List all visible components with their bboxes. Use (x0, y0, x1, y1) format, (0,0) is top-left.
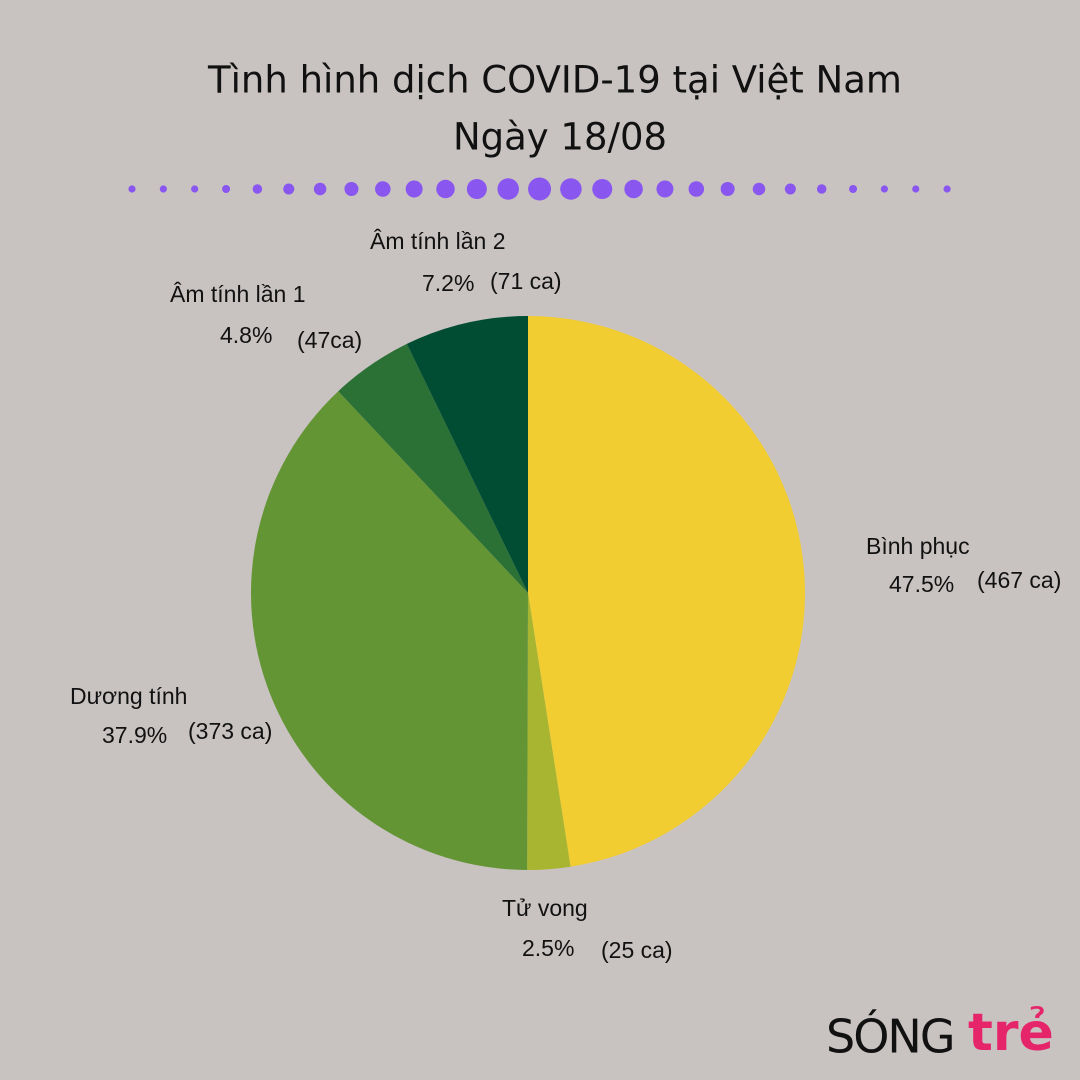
pie-slice (528, 316, 805, 867)
dot (313, 182, 327, 196)
dot (252, 184, 263, 194)
dot (128, 185, 136, 193)
count-label: (25 ca) (601, 937, 673, 963)
pie-slice (406, 316, 528, 593)
value-label: 7.2% (422, 270, 474, 296)
dot (283, 183, 295, 195)
pie (251, 316, 805, 871)
labels: Bình phục 47.5% (467 ca) Tử vong 2.5% (25 ca)… (70, 228, 1061, 963)
value-label: 37.9% (102, 722, 167, 748)
dot (688, 181, 705, 197)
dot (375, 181, 391, 197)
dot (191, 185, 199, 193)
dot (497, 178, 519, 200)
pie-slice (251, 391, 529, 870)
dot (849, 185, 858, 193)
dot (159, 185, 167, 193)
count-label: (467 ca) (977, 567, 1061, 593)
dot (816, 184, 827, 194)
count-label: (373 ca) (188, 718, 272, 744)
dot (912, 185, 920, 193)
dot (344, 182, 359, 196)
dot (720, 182, 735, 196)
dot (784, 183, 796, 195)
decorative-dots (128, 177, 951, 201)
count-label: (47ca) (297, 327, 362, 353)
value-label: 2.5% (522, 935, 574, 961)
dot (624, 179, 643, 199)
value-label: 4.8% (220, 322, 272, 348)
category-label: Bình phục (866, 533, 970, 559)
dot (528, 177, 552, 201)
dot (466, 179, 487, 199)
category-label: Dương tính (70, 683, 187, 709)
logo-left: SÓNG (826, 1010, 953, 1064)
chart-subtitle: Ngày 18/08 (453, 116, 667, 159)
dot (752, 182, 766, 196)
pie-slice (338, 343, 528, 593)
dot (560, 178, 582, 200)
category-label: Tử vong (502, 895, 588, 921)
dot (943, 185, 951, 193)
dot (592, 179, 613, 199)
dot (656, 180, 674, 198)
pie-slice (527, 593, 571, 871)
logo-right: trẻ (968, 1003, 1054, 1063)
chart-title: Tình hình dịch COVID-19 tại Việt Nam (207, 59, 902, 102)
dot (405, 180, 423, 198)
count-label: (71 ca) (490, 268, 562, 294)
dot (880, 185, 889, 193)
category-label: Âm tính lần 1 (170, 281, 306, 307)
dot (222, 185, 231, 193)
category-label: Âm tính lần 2 (370, 228, 506, 254)
value-label: 47.5% (889, 571, 954, 597)
dot (436, 179, 455, 199)
